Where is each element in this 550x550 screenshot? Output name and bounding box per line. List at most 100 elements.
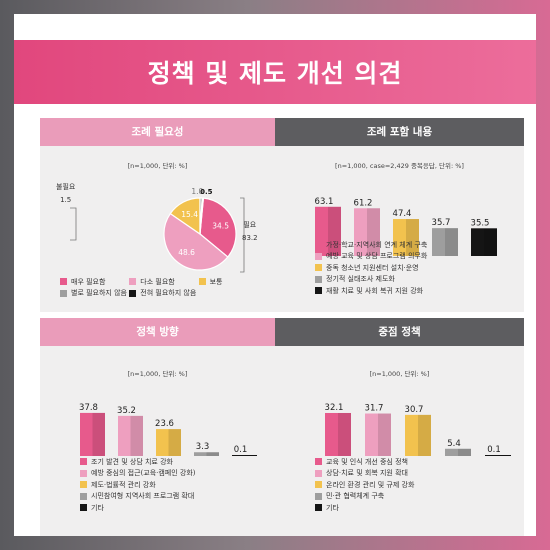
legend-swatch <box>315 275 322 283</box>
bracket-not-needed <box>70 207 77 241</box>
bar-shade <box>168 429 181 456</box>
legend-label: 상담·치료 및 회복 지원 확대 <box>326 469 408 478</box>
legend-swatch <box>60 278 67 286</box>
legend-label: 재활 치료 및 사회 복귀 지원 강화 <box>326 286 424 295</box>
bar-shade <box>418 414 431 456</box>
legend-item: 조기 발견 및 상담 치료 강화 <box>80 456 196 468</box>
legend-swatch <box>315 492 322 500</box>
bar <box>445 448 458 456</box>
legend-label: 예방 중심의 접근(교육·캠페인 강화) <box>91 469 196 478</box>
bar-value-label: 31.7 <box>365 404 384 414</box>
legend-label: 온라인 환경 관리 및 규제 강화 <box>326 480 415 489</box>
bar-shade <box>367 208 380 256</box>
direction-legend: 조기 발견 및 상담 치료 강화 예방 중심의 접근(교육·캠페인 강화) 제도·법… <box>80 456 196 514</box>
bar <box>485 455 498 456</box>
pie-value-label: 0.5 <box>200 188 213 196</box>
legend-swatch <box>315 481 322 489</box>
bar <box>118 415 131 456</box>
bar <box>325 412 338 456</box>
bar-value-label: 63.1 <box>315 197 334 207</box>
bar <box>405 414 418 456</box>
panel-need-body: [n=1,000, 단위: %] 34.5 48.6 15.4 1.0 0.5 불필요 … <box>40 146 275 312</box>
bar <box>354 208 367 256</box>
legend-item: 기타 <box>80 502 196 514</box>
legend-swatch <box>315 252 322 260</box>
bar <box>156 429 169 456</box>
panel-content-body: [n=1,000, case=2,429 중복응답, 단위: %] 63.1 61… <box>275 146 524 312</box>
bar-shade <box>92 412 105 456</box>
legend-swatch <box>198 278 206 286</box>
legend-item: 예방 중심의 접근(교육·캠페인 강화) <box>80 468 196 480</box>
infographic-frame: 정책 및 제도 개선 의견 조례 필요성 [n=1,000, 단위: %] 34… <box>14 14 536 536</box>
bar-value-label: 30.7 <box>405 405 424 415</box>
panel-focus-note: [n=1,000, 단위: %] <box>369 370 430 378</box>
content-legend: 가정·학교·지역사회 연계 체계 구축 예방 교육 및 상담 프로그램 의무화 중독… <box>315 239 427 297</box>
not-needed-label: 불필요 <box>56 183 76 191</box>
legend-swatch <box>80 481 87 489</box>
legend-item: 별로 필요하지 않음 <box>60 288 129 300</box>
pie-value-label: 34.5 <box>212 221 229 230</box>
bar-shade <box>130 415 143 456</box>
legend-swatch <box>80 504 87 512</box>
content-bar-chart: 63.1 61.2 47.4 35.7 35.5 <box>315 197 497 256</box>
bar-value-label: 5.4 <box>447 439 461 449</box>
legend-label: 전혀 필요하지 않음 <box>140 289 197 298</box>
panel-direction-note: [n=1,000, 단위: %] <box>127 370 188 378</box>
legend-item: 가정·학교·지역사회 연계 체계 구축 <box>315 239 427 251</box>
bar-value-label: 0.1 <box>234 445 248 455</box>
legend-swatch <box>129 289 137 297</box>
legend-swatch <box>129 278 137 286</box>
panel-need: 조례 필요성 [n=1,000, 단위: %] 34.5 48.6 15.4 1.0 0… <box>40 118 275 312</box>
legend-label: 매우 필요함 <box>71 277 106 286</box>
needed-label: 필요 <box>243 221 257 229</box>
bar <box>365 413 378 456</box>
pie-slice <box>199 197 205 235</box>
not-needed-value: 1.5 <box>60 196 72 204</box>
legend-item: 전혀 필요하지 않음 <box>129 288 198 300</box>
legend-item: 상담·치료 및 회복 지원 확대 <box>315 468 414 480</box>
bar <box>393 219 406 256</box>
bar-value-label: 23.6 <box>155 419 174 429</box>
page-title: 정책 및 제도 개선 의견 <box>147 59 403 88</box>
pie-slice <box>163 212 229 271</box>
direction-bar-chart: 37.8 35.2 23.6 3.3 0.1 <box>79 403 257 456</box>
legend-swatch <box>80 458 87 466</box>
panel-need-header: 조례 필요성 <box>40 118 275 151</box>
bar-value-label: 0.1 <box>487 445 501 455</box>
bar-shade <box>406 219 419 256</box>
need-legend: 매우 필요함 다소 필요함 보통 별로 필요하지 않음 전혀 필요하지 않음 <box>60 276 270 299</box>
legend-label: 다소 필요함 <box>140 277 175 286</box>
legend-label: 민·관 협력체계 구축 <box>326 492 385 501</box>
needed-value: 83.2 <box>242 234 258 242</box>
bar-shade <box>498 455 511 456</box>
bracket-needed <box>240 197 245 273</box>
need-pie-chart: 34.5 48.6 15.4 1.00.5 <box>70 187 245 273</box>
legend-label: 기타 <box>91 503 104 512</box>
legend-label: 예방 교육 및 상담 프로그램 의무화 <box>326 252 428 261</box>
legend-swatch <box>315 469 322 477</box>
bar-value-label: 47.4 <box>393 209 412 219</box>
legend-swatch <box>315 264 322 272</box>
bar-value-label: 35.2 <box>117 406 136 416</box>
bar-value-label: 35.7 <box>432 218 451 228</box>
legend-label: 가정·학교·지역사회 연계 체계 구축 <box>326 240 428 249</box>
panel-content-header: 조례 포함 내용 <box>275 118 524 151</box>
legend-label: 정기적 실태조사 제도화 <box>326 275 395 284</box>
legend-item: 다소 필요함 <box>129 276 198 288</box>
pie-value-label: 48.6 <box>178 248 195 257</box>
bar-shade <box>244 455 257 456</box>
panel-direction-body: [n=1,000, 단위: %] 37.8 35.2 23.6 3.3 0.1 조기 발… <box>40 346 275 536</box>
panel-focus: 중점 정책 [n=1,000, 단위: %] 32.1 31.7 30.7 5.4 0.… <box>275 318 524 536</box>
panel-direction-header: 정책 방향 <box>40 318 275 351</box>
legend-label: 별로 필요하지 않음 <box>71 289 127 298</box>
legend-item: 교육 및 인식 개선 중심 정책 <box>315 456 414 468</box>
bar-value-label: 37.8 <box>79 403 98 413</box>
legend-label: 제도·법률적 관리 강화 <box>91 480 156 489</box>
bar-value-label: 35.5 <box>471 218 490 228</box>
legend-item: 기타 <box>315 502 414 514</box>
title-banner: 정책 및 제도 개선 의견 <box>14 40 536 104</box>
bar-shade <box>378 413 391 456</box>
bar <box>232 455 245 456</box>
legend-item: 민·관 협력체계 구축 <box>315 491 414 503</box>
